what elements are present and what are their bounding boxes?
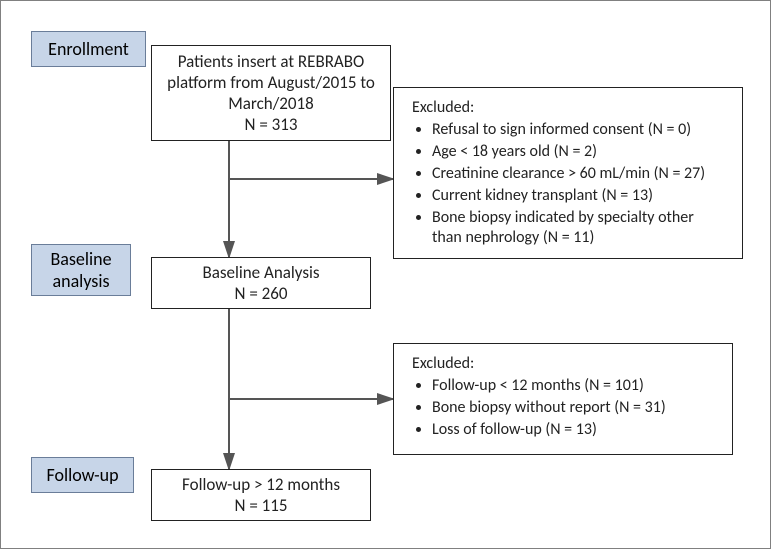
exclusion2-item: Follow-up < 12 months (N = 101) — [432, 376, 716, 396]
stage-followup: Follow-up — [31, 457, 134, 493]
exclusion1-item: Age < 18 years old (N = 2) — [432, 142, 726, 162]
node-followup: Follow-up > 12 months N = 115 — [151, 469, 371, 521]
node-exclusion-1: Excluded: Refusal to sign informed conse… — [393, 87, 743, 259]
node-baseline: Baseline Analysis N = 260 — [151, 257, 371, 309]
enroll-line2: platform from August/2015 to — [167, 72, 375, 93]
exclusion2-item: Bone biopsy without report (N = 31) — [432, 398, 716, 418]
exclusion1-list: Refusal to sign informed consent (N = 0)… — [412, 120, 726, 248]
baseline-line2: N = 260 — [202, 283, 319, 304]
stage-enrollment: Enrollment — [31, 31, 146, 67]
node-exclusion-2: Excluded: Follow-up < 12 months (N = 101… — [393, 343, 733, 455]
exclusion2-list: Follow-up < 12 months (N = 101) Bone bio… — [412, 376, 716, 440]
exclusion1-item: Bone biopsy indicated by specialty other… — [432, 208, 726, 248]
baseline-line1: Baseline Analysis — [202, 262, 319, 283]
followup-line1: Follow-up > 12 months — [182, 474, 340, 495]
exclusion2-item: Loss of follow-up (N = 13) — [432, 420, 716, 440]
enroll-line1: Patients insert at REBRABO — [167, 51, 375, 72]
stage-baseline: Baseline analysis — [31, 244, 131, 296]
followup-line2: N = 115 — [182, 495, 340, 516]
enroll-line3: March/2018 — [167, 93, 375, 114]
exclusion2-title: Excluded: — [412, 354, 716, 374]
exclusion1-item: Refusal to sign informed consent (N = 0) — [432, 120, 726, 140]
exclusion1-item: Creatinine clearance > 60 mL/min (N = 27… — [432, 164, 726, 184]
exclusion1-item: Current kidney transplant (N = 13) — [432, 186, 726, 206]
exclusion1-title: Excluded: — [412, 98, 726, 118]
enroll-line4: N = 313 — [167, 114, 375, 135]
node-enrollment: Patients insert at REBRABO platform from… — [151, 45, 391, 141]
